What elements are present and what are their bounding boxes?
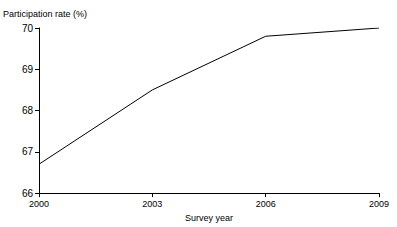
svg-text:2006: 2006 [256,199,276,209]
svg-text:69: 69 [22,64,34,75]
svg-text:68: 68 [22,105,34,116]
svg-text:67: 67 [22,146,34,157]
svg-text:2003: 2003 [142,199,162,209]
svg-text:66: 66 [22,188,34,199]
svg-text:2009: 2009 [369,199,389,209]
svg-text:Survey year: Survey year [185,213,233,223]
svg-text:70: 70 [22,23,34,34]
svg-text:2000: 2000 [29,199,49,209]
svg-text:Participation rate (%): Participation rate (%) [3,9,87,19]
